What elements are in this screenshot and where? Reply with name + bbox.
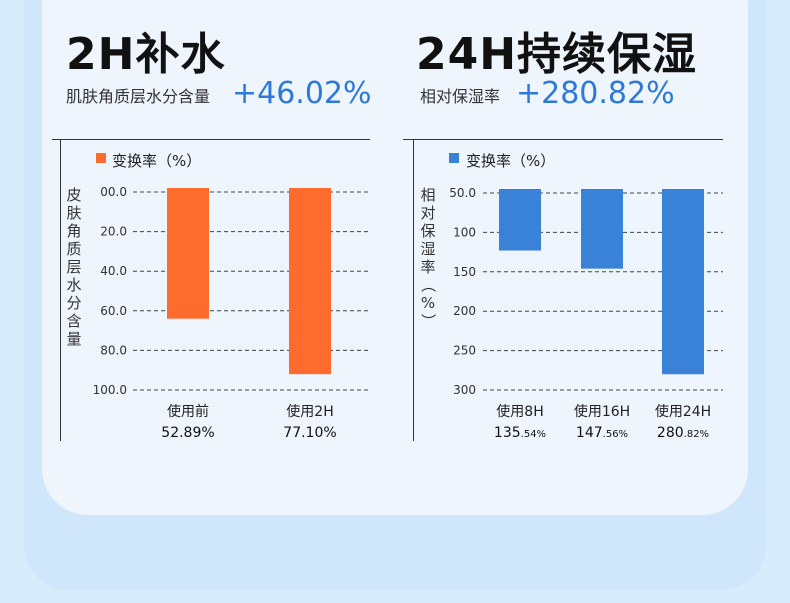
left-ylabel-char: 肤: [66, 204, 81, 222]
right-category-label: 使用8H: [496, 403, 543, 420]
right-legend-swatch: [449, 153, 459, 163]
right-bar-1: [499, 189, 541, 251]
left-y-tick-label: 20.0: [100, 225, 127, 239]
left-ylabel-char: 分: [66, 294, 81, 312]
left-chart-axis-line: [60, 139, 61, 441]
left-title: 2H补水: [66, 29, 226, 80]
right-ylabel-char: ）: [419, 313, 437, 328]
left-ylabel-char: 含: [66, 312, 81, 330]
right-bar-2: [581, 189, 623, 269]
right-y-tick-label: 250: [453, 344, 476, 358]
right-value-label: 147.56%: [576, 425, 628, 441]
left-legend-swatch: [96, 153, 106, 163]
left-category-label: 使用2H: [286, 403, 333, 420]
left-ylabel-char: 水: [66, 276, 81, 294]
left-value-label: 77.10%: [283, 425, 336, 441]
right-ylabel-char: 保: [420, 222, 435, 240]
left-y-tick-label: 60.0: [100, 304, 127, 318]
left-chart-top-rule: [52, 139, 370, 140]
left-y-tick-label: 00.0: [100, 185, 127, 199]
right-value-label: 135.54%: [494, 425, 546, 441]
left-legend-label: 变换率（%）: [112, 152, 201, 170]
left-ylabel-char: 角: [66, 222, 81, 240]
left-category-label: 使用前: [167, 403, 209, 420]
right-ylabel-char: 对: [420, 204, 435, 222]
right-y-tick-label: 200: [453, 304, 476, 318]
right-category-label: 使用16H: [574, 403, 630, 420]
right-value-label: 280.82%: [657, 425, 709, 441]
left-y-tick-label: 100.0: [93, 383, 127, 397]
right-legend-label: 变换率（%）: [466, 152, 555, 170]
right-title: 24H持续保湿: [416, 29, 698, 80]
right-ylabel-char: 率: [420, 258, 435, 276]
right-chart-axis-line: [413, 139, 414, 441]
left-ylabel-char: 皮: [66, 186, 81, 204]
right-bar-3: [662, 189, 704, 375]
right-ylabel-char: %: [421, 294, 435, 312]
left-stat: +46.02%: [232, 76, 372, 111]
left-ylabel-char: 层: [66, 258, 81, 276]
right-y-tick-label: 300: [453, 383, 476, 397]
left-y-tick-label: 80.0: [100, 343, 127, 357]
right-ylabel-char: 相: [420, 186, 435, 204]
left-y-tick-label: 40.0: [100, 264, 127, 278]
left-bar-2: [289, 188, 331, 375]
left-bar-1: [167, 188, 209, 319]
right-y-tick-label: 50.0: [449, 186, 476, 200]
right-chart-top-rule: [403, 139, 723, 140]
left-value-label: 52.89%: [161, 425, 214, 441]
left-subtitle: 肌肤角质层水分含量: [66, 87, 211, 106]
left-ylabel-char: 质: [66, 240, 81, 258]
left-ylabel-char: 量: [66, 330, 81, 348]
right-category-label: 使用24H: [655, 403, 711, 420]
right-stat: +280.82%: [516, 76, 675, 111]
right-y-tick-label: 150: [453, 265, 476, 279]
right-ylabel-char: （: [419, 277, 437, 292]
right-y-tick-label: 100: [453, 225, 476, 239]
right-subtitle: 相对保湿率: [420, 87, 501, 106]
right-ylabel-char: 湿: [420, 240, 435, 258]
content-card: [42, 0, 748, 515]
